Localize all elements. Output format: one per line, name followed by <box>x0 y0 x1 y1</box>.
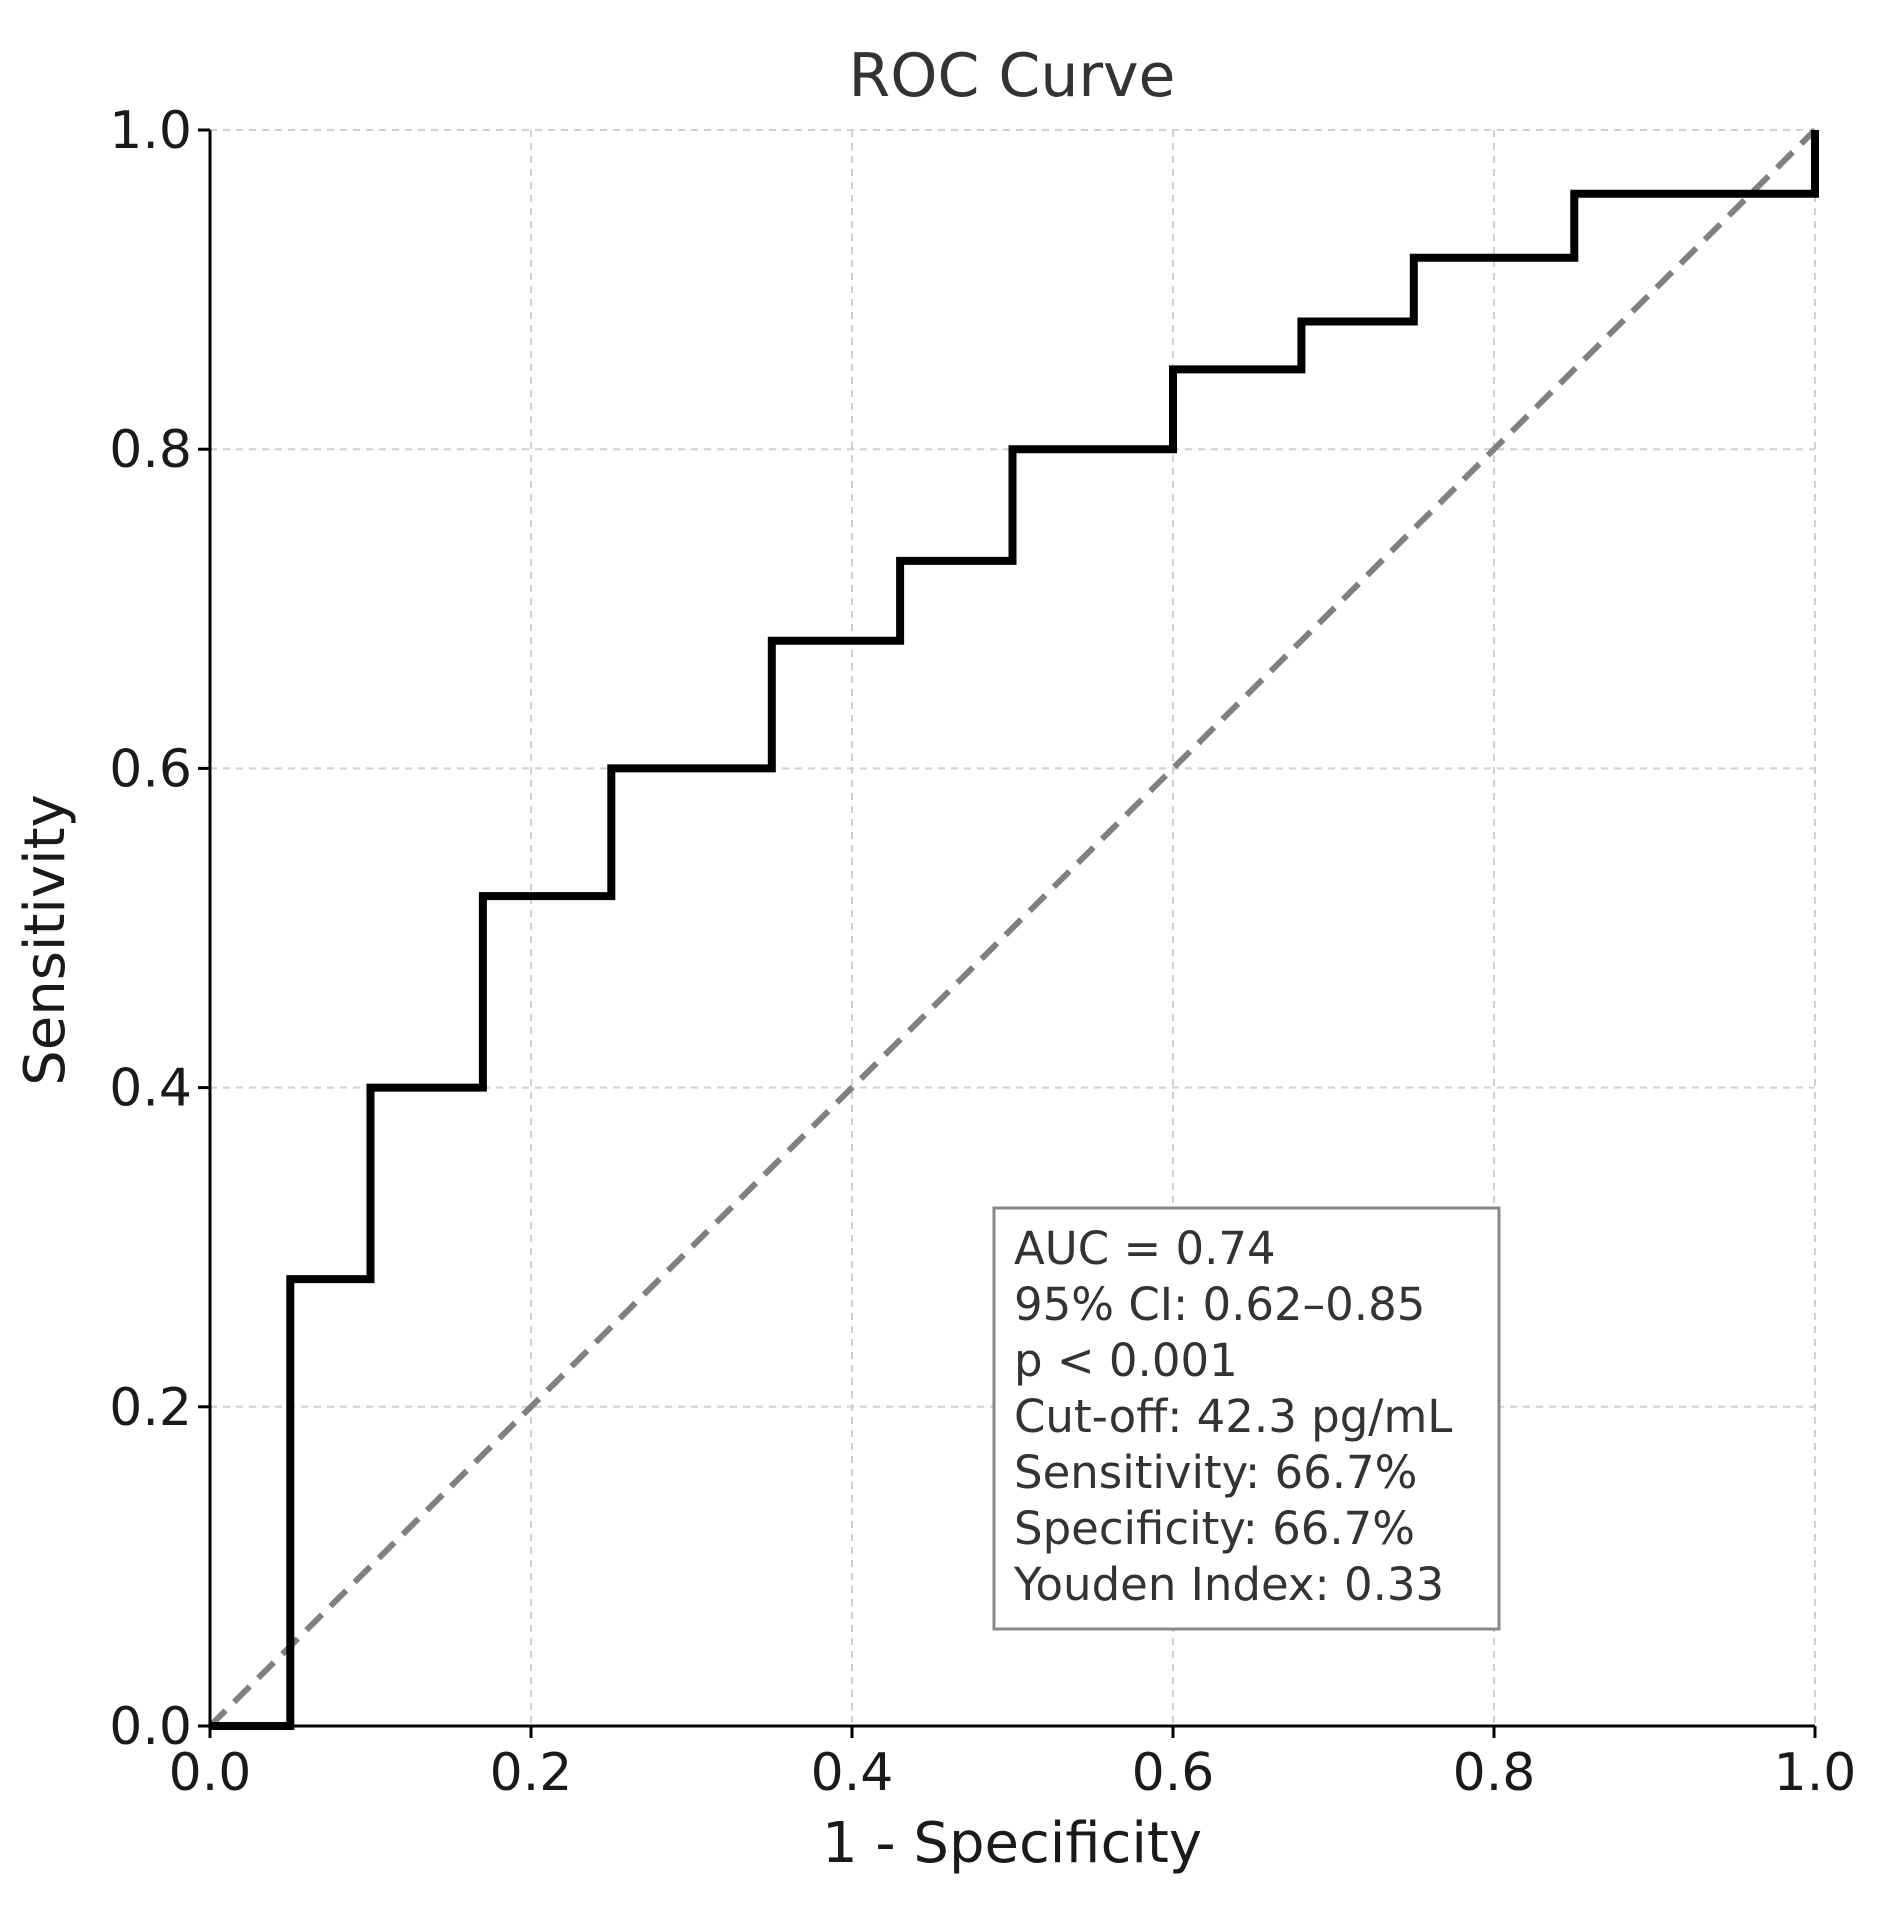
y-tick-label-0: 0.0 <box>109 1697 192 1757</box>
x-tick-label-1: 0.2 <box>490 1743 573 1803</box>
x-tick-label-0: 0.0 <box>169 1743 252 1803</box>
x-tick-label-3: 0.6 <box>1132 1743 1215 1803</box>
x-axis-label: 1 - Specificity <box>822 1811 1202 1876</box>
x-tick-label-4: 0.8 <box>1453 1743 1536 1803</box>
reference-diagonal-layer <box>207 127 1818 1729</box>
reference-diagonal-line <box>207 127 1818 1729</box>
y-ticks: 0.0 0.2 0.4 0.6 0.8 1.0 <box>109 101 210 1757</box>
axes <box>208 130 1815 1728</box>
stat-line-1: 95% CI: 0.62–0.85 <box>1014 1278 1425 1331</box>
stat-line-6: Youden Index: 0.33 <box>1013 1558 1444 1611</box>
x-ticks: 0.0 0.2 0.4 0.6 0.8 1.0 <box>169 1726 1857 1803</box>
y-tick-label-1: 0.2 <box>109 1378 192 1438</box>
x-tick-label-2: 0.4 <box>811 1743 894 1803</box>
y-tick-label-4: 0.8 <box>109 420 192 480</box>
x-tick-label-5: 1.0 <box>1774 1743 1857 1803</box>
y-tick-label-3: 0.6 <box>109 739 192 799</box>
stats-box-frame <box>992 1206 1501 1631</box>
y-axis-label: Sensitivity <box>13 794 78 1086</box>
stat-line-4: Sensitivity: 66.7% <box>1014 1446 1417 1499</box>
stat-line-5: Specificity: 66.7% <box>1014 1502 1415 1555</box>
roc-curve-line <box>210 130 1819 1730</box>
chart-title: ROC Curve <box>849 41 1176 111</box>
y-tick-label-5: 1.0 <box>109 101 192 161</box>
y-tick-label-2: 0.4 <box>109 1059 192 1119</box>
stat-line-3: Cut-off: 42.3 pg/mL <box>1014 1390 1452 1443</box>
stat-line-2: p < 0.001 <box>1014 1334 1238 1387</box>
roc-curve-layer <box>210 130 1819 1730</box>
stat-line-0: AUC = 0.74 <box>1014 1222 1276 1275</box>
